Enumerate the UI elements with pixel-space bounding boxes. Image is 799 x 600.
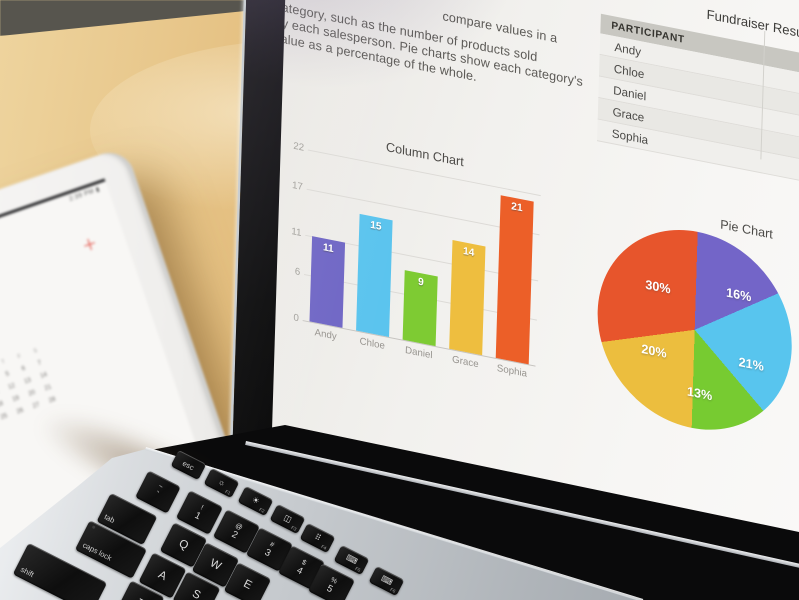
chart-bar: 15 — [356, 214, 393, 337]
key-digit: 5 — [324, 582, 335, 595]
key-word-label: tab — [102, 512, 117, 525]
chart-bar: 21 — [495, 195, 534, 365]
key-symbols: ~ ` — [152, 483, 163, 501]
y-axis-tick-label: 6 — [294, 265, 301, 278]
chart-bar: 14 — [449, 240, 486, 356]
brightness-high-icon: ☀ — [249, 494, 261, 507]
pie-slice-label: 16% — [725, 284, 752, 305]
bar-value-label: 9 — [417, 275, 424, 289]
key-symbols: % 5 — [324, 576, 338, 595]
key-letter: S — [189, 586, 203, 600]
key-letter: A — [155, 567, 169, 583]
chart-bar: 11 — [309, 236, 346, 328]
table-cell-participant: Sophia — [611, 125, 649, 147]
key-symbols: ! 1 — [192, 503, 206, 522]
fn-key-sub-label: F1 — [224, 488, 232, 496]
mission-control-icon: ◫ — [281, 512, 293, 525]
fn-key-sub-label: F6 — [389, 586, 397, 594]
key-digit: 4 — [294, 564, 305, 577]
table-cell-participant: Daniel — [613, 82, 647, 103]
key-symbols: #3 — [263, 540, 276, 558]
key-letter: W — [207, 557, 223, 573]
key-symbols: $4 — [295, 558, 308, 576]
fn-key-sub-label: F5 — [354, 565, 362, 573]
bar-value-label: 11 — [322, 241, 334, 256]
fn-key-sub-label: F4 — [320, 543, 328, 551]
fn-key-sub-label: F2 — [258, 506, 266, 514]
keyboard-backlight-bright-icon: ⌨ — [379, 573, 394, 588]
pie-chart: 16% 21% 13% 20% 30% — [594, 212, 795, 447]
add-icon[interactable]: ＋ — [80, 234, 100, 256]
key-symbols: @2 — [229, 521, 244, 540]
key-letter: E — [240, 577, 254, 593]
y-axis-tick-label: 0 — [293, 312, 299, 325]
key-digit: ` — [152, 489, 161, 501]
caps-lock-indicator — [91, 524, 96, 529]
key-word-label: shift — [19, 564, 36, 579]
launchpad-icon: ⠿ — [312, 532, 322, 543]
bar-value-label: 15 — [369, 219, 382, 234]
fundraiser-table: Fundraiser Results PARTICIPANT Andy Chloe… — [597, 0, 799, 206]
fn-key-sub-label: F3 — [290, 524, 298, 532]
y-axis-tick-label: 22 — [293, 140, 305, 154]
bar-value-label: 21 — [511, 200, 523, 215]
pie-slice-label: 21% — [738, 354, 765, 374]
pie-slice-label: 30% — [645, 276, 671, 297]
key-digit: 2 — [229, 528, 240, 541]
key-digit: 1 — [192, 509, 203, 522]
tablet-status-bar: 2:39 PM ▮ — [68, 186, 101, 203]
y-axis-tick-label: 11 — [291, 226, 302, 239]
key-letter: Z — [134, 596, 146, 600]
table-cell-participant: Andy — [614, 39, 642, 59]
tablet-toolbar: ⌕ ＋ — [0, 232, 100, 294]
column-chart-plot: 0 6 11 17 22 11 Andy 15 Chloe 9 Daniel 14 Grace 21 Sop… — [291, 141, 541, 380]
calendar-day[interactable]: 31 — [0, 426, 3, 444]
table-cell-participant: Chloe — [613, 61, 645, 81]
key-digit: 3 — [262, 546, 273, 559]
keyboard-backlight-dim-icon: ⌨ — [344, 552, 359, 567]
bar-value-label: 14 — [462, 245, 475, 260]
key-letter: Q — [176, 537, 190, 553]
chart-bar: 9 — [402, 269, 438, 347]
esc-key-label: esc — [180, 458, 196, 472]
pie-slice-label: 13% — [686, 383, 713, 404]
table-cell-participant: Grace — [612, 104, 645, 125]
pie-slice-label: 20% — [641, 341, 667, 361]
brightness-low-icon: ☼ — [215, 476, 227, 489]
y-axis-tick-label: 17 — [291, 179, 304, 193]
